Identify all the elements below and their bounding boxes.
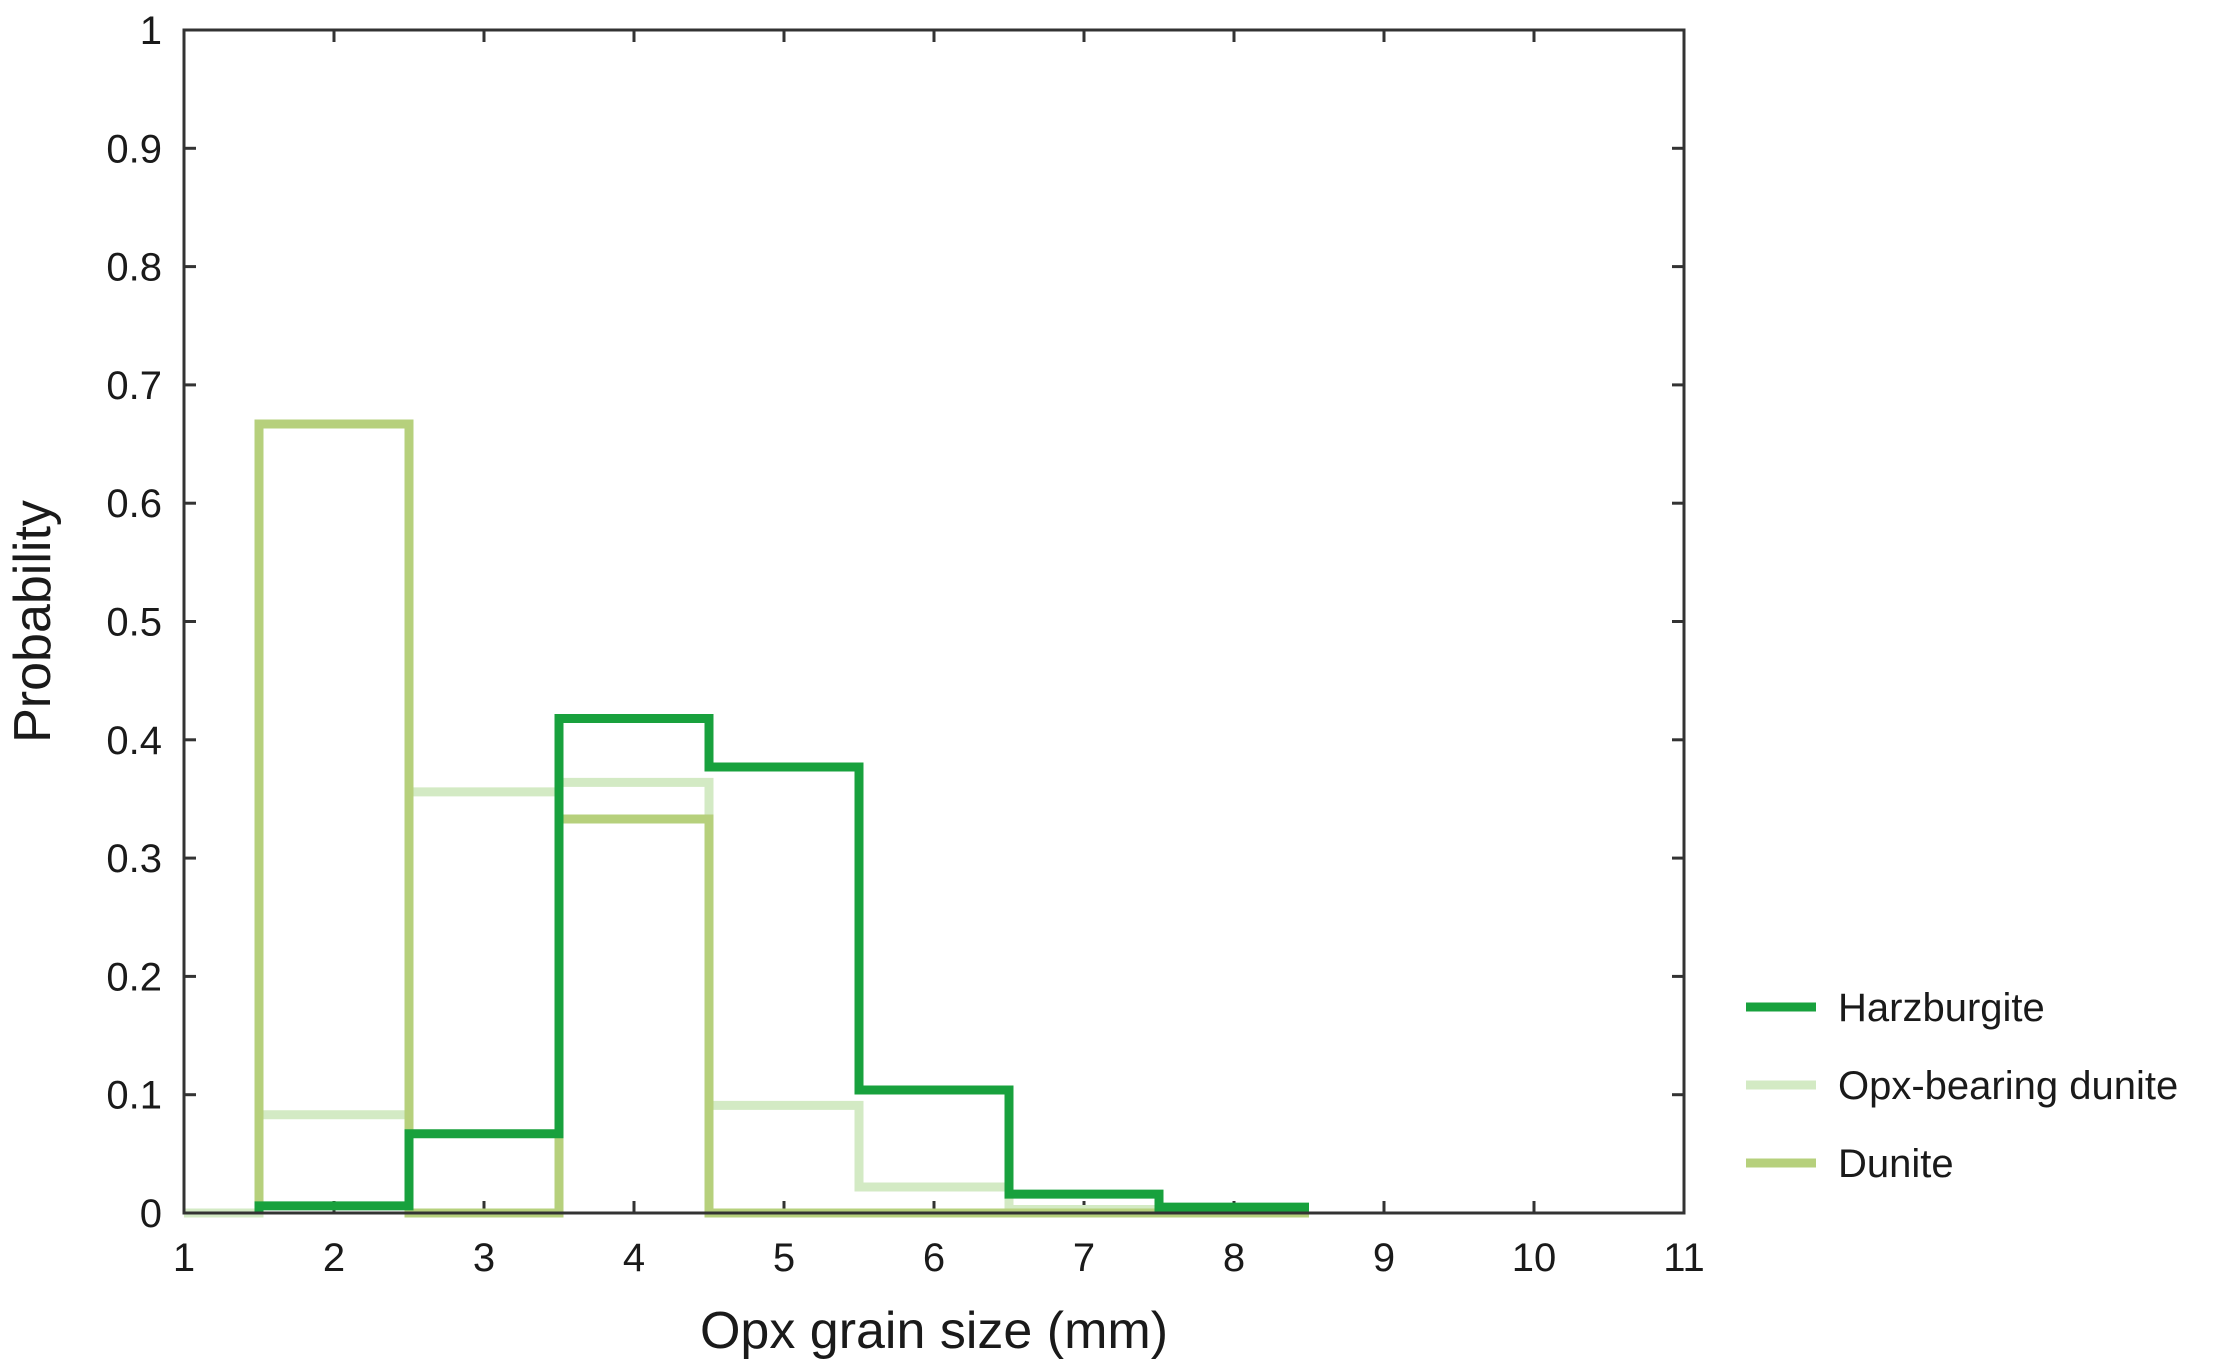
series-line-opx-bearing-dunite: [184, 777, 1309, 1218]
x-tick-label: 4: [623, 1236, 645, 1280]
x-tick-label: 5: [773, 1236, 795, 1280]
x-tick-label: 11: [1663, 1236, 1705, 1280]
x-tick-label: 2: [323, 1236, 345, 1280]
legend-label: Dunite: [1838, 1142, 1954, 1186]
y-tick-label: 0.2: [106, 955, 162, 999]
x-tick-label: 9: [1373, 1236, 1395, 1280]
x-tick-label: 10: [1512, 1236, 1557, 1280]
x-tick-label: 8: [1223, 1236, 1245, 1280]
y-tick-label: 0.3: [106, 837, 162, 881]
y-tick-label: 0.6: [106, 482, 162, 526]
y-tick-label: 0.8: [106, 246, 162, 290]
x-tick-label: 1: [173, 1236, 195, 1280]
y-axis-ticks: 0 0.1 0.2 0.3 0.4 0.5 0.6 0.7 0.8 0.9 1: [106, 9, 1684, 1236]
series-line-harzburgite: [254, 714, 1309, 1213]
y-axis-title: Probability: [4, 500, 62, 743]
histogram-series: [184, 419, 1309, 1218]
x-axis-ticks: 1 2 3 4 5 6 7 8 9 10 11: [173, 30, 1705, 1280]
series-line-dunite: [254, 419, 1309, 1218]
y-tick-label: 0.1: [106, 1074, 162, 1118]
x-tick-label: 6: [923, 1236, 945, 1280]
y-tick-label: 1: [140, 9, 162, 53]
plot-frame: [182, 28, 1686, 1215]
legend: Harzburgite Opx-bearing dunite Dunite: [1746, 986, 2178, 1186]
y-tick-label: 0.5: [106, 601, 162, 645]
x-axis-title: Opx grain size (mm): [700, 1302, 1168, 1360]
x-tick-label: 3: [473, 1236, 495, 1280]
legend-label: Opx-bearing dunite: [1838, 1064, 2178, 1108]
legend-label: Harzburgite: [1838, 986, 2045, 1030]
y-tick-label: 0: [140, 1192, 162, 1236]
x-tick-label: 7: [1073, 1236, 1095, 1280]
y-tick-label: 0.9: [106, 127, 162, 171]
y-tick-label: 0.4: [106, 719, 162, 763]
y-tick-label: 0.7: [106, 364, 162, 408]
